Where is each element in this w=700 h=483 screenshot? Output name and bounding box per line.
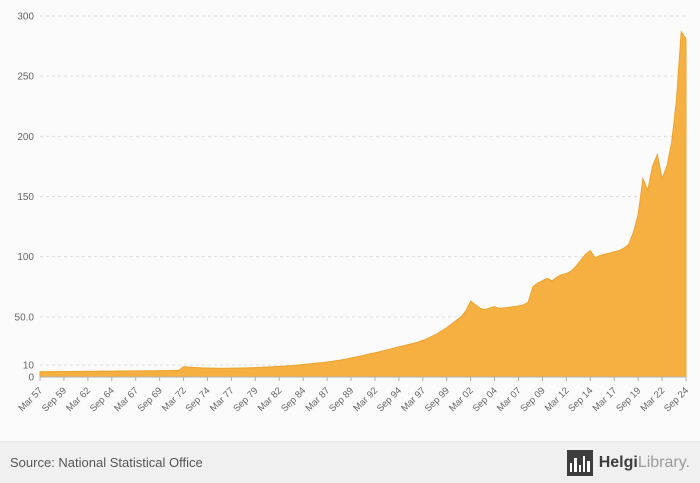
x-axis-tick-label: Sep 04 (471, 385, 500, 414)
x-axis-tick-label: Sep 24 (662, 385, 691, 414)
brand-name-light: Library (637, 453, 686, 471)
x-axis-tick-label: Mar 07 (495, 385, 524, 414)
x-axis-tick-label: Mar 57 (16, 385, 45, 414)
x-axis-tick-label: Mar 92 (351, 385, 380, 414)
area-series (39, 30, 687, 378)
x-axis-tick-label: Mar 82 (256, 385, 285, 414)
y-axis-tick-label: 0 (28, 373, 34, 384)
x-axis-tick-label: Mar 17 (591, 385, 620, 414)
x-axis-tick-label: Sep 59 (40, 385, 69, 414)
x-axis-tick-label: Sep 09 (518, 385, 547, 414)
y-axis-tick-label: 100 (17, 252, 34, 263)
x-axis-tick-label: Sep 89 (327, 385, 356, 414)
source-label: Source: National Statistical Office (10, 455, 203, 470)
x-axis-tick-label: Mar 72 (160, 385, 189, 414)
x-axis-tick-label: Mar 02 (447, 385, 476, 414)
x-axis-tick-label: Sep 19 (614, 385, 643, 414)
x-axis-tick-label: Sep 94 (375, 385, 404, 414)
y-axis-tick-label: 150 (17, 192, 34, 203)
brand-name-bold: Helgi (598, 453, 638, 471)
y-axis-tick-label: 300 (17, 12, 34, 23)
x-axis-tick-label: Sep 74 (184, 385, 213, 414)
x-axis-tick-label: Sep 99 (423, 385, 452, 414)
x-axis-tick-label: Mar 97 (399, 385, 428, 414)
x-axis-tick-label: Sep 64 (88, 385, 117, 414)
brand-name: HelgiLibrary. (599, 454, 690, 472)
x-axis-tick-label: Mar 62 (64, 385, 93, 414)
x-axis-tick-label: Mar 22 (639, 385, 668, 414)
x-axis-tick-label: Mar 77 (208, 385, 237, 414)
bar-chart-logo-icon (566, 449, 593, 476)
y-axis-tick-label: 10 (23, 360, 35, 371)
x-axis-tick-label: Sep 69 (136, 385, 165, 414)
y-axis-tick-label: 250 (17, 72, 34, 83)
x-axis-tick-label: Sep 14 (566, 385, 595, 414)
footer-bar: Source: National Statistical Office Helg… (0, 441, 700, 483)
x-axis-tick-label: Mar 67 (112, 385, 141, 414)
x-axis-tick-label: Sep 84 (279, 385, 308, 414)
y-axis-tick-label: 200 (17, 132, 34, 143)
x-axis-tick-label: Mar 87 (304, 385, 333, 414)
x-axis-tick-label: Mar 12 (543, 385, 572, 414)
x-axis-tick-label: Sep 79 (231, 385, 260, 414)
brand-name-suffix: . (685, 453, 690, 471)
chart-area: 300 250 200 150 100 50.0 10 0 Mar 57 Sep 59 Mar 62… (15, 12, 692, 415)
y-axis-tick-label: 50.0 (15, 312, 35, 323)
helgi-library-logo: HelgiLibrary. (566, 449, 690, 476)
